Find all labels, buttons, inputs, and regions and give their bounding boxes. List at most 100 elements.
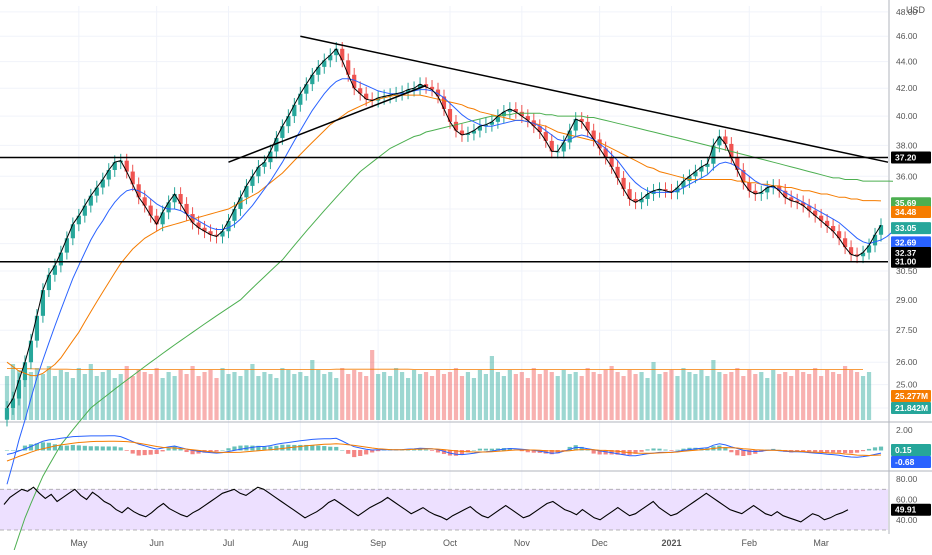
candle-body [795, 200, 800, 203]
macd-histogram-bar [860, 450, 866, 452]
candle-body [681, 181, 686, 188]
trendline [300, 35, 889, 163]
macd-histogram-bar [220, 450, 225, 451]
candle-body [579, 118, 584, 122]
volume-bar [28, 372, 34, 420]
candle-body [573, 118, 578, 131]
volume-bar [220, 368, 225, 420]
volume-bar [819, 376, 824, 420]
rsi-label: 49.91 [891, 503, 931, 516]
candle-body [759, 192, 764, 195]
macd-histogram-bar [507, 448, 512, 451]
macd-histogram-bar [64, 445, 69, 451]
macd-histogram-bar [178, 448, 183, 451]
candle-body [172, 194, 177, 203]
macd-histogram-bar [46, 442, 51, 451]
volume-bar [435, 370, 441, 420]
macd-histogram-bar [813, 450, 818, 453]
macd-histogram-bar [184, 450, 189, 453]
candle-body [435, 89, 441, 97]
volume-bar [543, 370, 548, 420]
volume-bar [388, 376, 393, 420]
macd-histogram-bar [411, 449, 417, 451]
volume-bar [507, 370, 512, 420]
volume-bar [567, 374, 572, 420]
volume-bar [58, 370, 63, 420]
volume-bar [118, 374, 123, 420]
candle-body [765, 187, 770, 193]
volume-bar [46, 366, 51, 420]
macd-histogram-bar [645, 449, 650, 451]
candle-body [747, 182, 752, 191]
candle-body [699, 166, 704, 172]
volume-bar [489, 356, 494, 420]
volume-bar [82, 374, 87, 420]
volume-bar [860, 376, 866, 420]
price-label-bg [891, 151, 931, 164]
candle-body [340, 48, 345, 61]
volume-bar [232, 372, 237, 420]
macd-histogram-bar [22, 445, 28, 451]
macd-label-text: 0.15 [895, 445, 912, 455]
volume-bar [765, 378, 770, 420]
candle-body [382, 96, 387, 98]
candle-body [100, 179, 105, 188]
macd-histogram-bar [579, 446, 584, 451]
volume-bar [723, 374, 728, 420]
candle-body [663, 189, 668, 191]
volume-bar [687, 372, 692, 420]
price-label-text: 31.00 [895, 257, 917, 267]
candle-body [789, 197, 794, 201]
candle-body [388, 95, 393, 97]
volume-bar [208, 370, 213, 420]
candle-body [471, 130, 477, 134]
candle-body [88, 195, 93, 206]
candle-body [501, 111, 506, 117]
volume-bar [423, 372, 429, 420]
volume-bar [471, 378, 477, 420]
price-tick-label: 44.00 [896, 57, 918, 67]
volume-bar [328, 372, 333, 420]
macd-histogram-bar [322, 446, 327, 451]
volume-bar [603, 370, 608, 420]
price-label: 34.48 [891, 205, 931, 218]
volume-bar [585, 368, 590, 420]
candle-body [256, 166, 261, 177]
volume-bar [801, 372, 806, 420]
volume-bar [573, 372, 578, 420]
candle-body [842, 238, 848, 248]
macd-histogram-bar [747, 450, 752, 456]
macd-histogram-bar [106, 446, 111, 451]
volume-bar [477, 370, 483, 420]
macd-tick-label: 2.00 [896, 425, 913, 435]
volume-bar [747, 370, 752, 420]
macd-histogram-bar [429, 450, 435, 451]
volume-bar [795, 370, 800, 420]
candle-body [4, 407, 10, 420]
volume-bar [160, 378, 165, 420]
price-layer [0, 35, 894, 555]
price-label: 37.20 [891, 151, 931, 164]
volume-bar [699, 370, 704, 420]
candle-body [364, 93, 369, 100]
candle-body [226, 220, 231, 232]
volume-bar [771, 370, 776, 420]
candle-body [687, 176, 692, 182]
volume-bar [681, 368, 686, 420]
candle-body [723, 136, 728, 144]
candle-body [70, 224, 75, 239]
candle-body [400, 92, 405, 94]
candle-body [507, 108, 512, 112]
macd-histogram-bar [465, 450, 471, 453]
candle-body [872, 234, 878, 246]
macd-histogram-bar [364, 450, 369, 455]
candle-body [807, 205, 812, 211]
price-tick-label: 30.50 [896, 266, 918, 276]
volume-bar [52, 376, 57, 420]
rsi-tick-label: 60.00 [896, 494, 918, 504]
candle-body [693, 171, 698, 177]
macd-histogram-bar [699, 448, 704, 451]
volume-bar [70, 378, 75, 420]
candle-body [190, 214, 195, 223]
volume-bar [64, 372, 69, 420]
